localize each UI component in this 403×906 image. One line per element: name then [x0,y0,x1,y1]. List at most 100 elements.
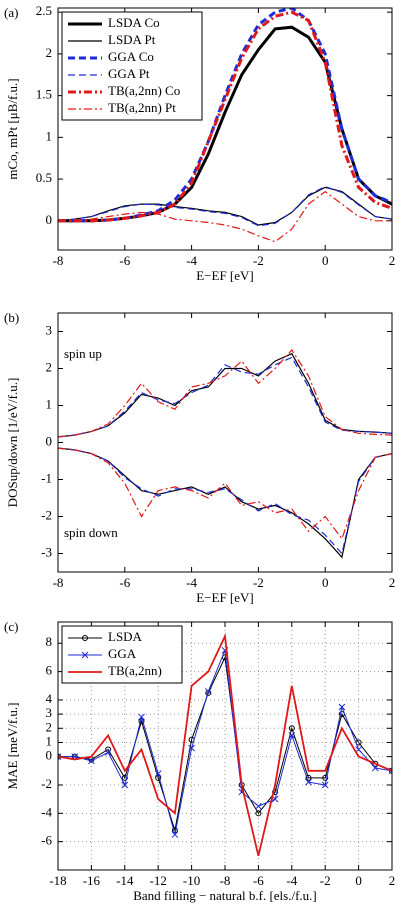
line [58,190,392,243]
axes-frame [57,312,393,573]
legend-label: TB(a,2nn) Pt [108,100,176,115]
panel: -8 -6 -4 -2 0 2 0 0.5 1 1.5 2 2.5 (a) E−EF [eV] mCo, m… [4,3,395,283]
legend-label: LSDA Co [108,15,160,30]
y-tick-label: 3 [46,705,53,720]
x-tick-label: -8 [220,873,231,888]
y-tick-label: 1 [46,128,53,143]
y-tick-label: -2 [41,776,52,791]
y-tick-label: 6 [46,663,53,678]
marker [388,767,392,775]
line [58,186,392,226]
y-tick-label: 1 [46,733,53,748]
y-tick-label: 2.5 [36,3,52,18]
x-axis-label: E−EF [eV] [196,268,254,283]
y-axis-label: MAE [meV/f.u.] [5,702,20,789]
x-tick-label: -6 [119,253,130,268]
panel: -18 -16 -14 -12 -10 -8 -6 -4 -2 0 2-6-4-20123468(c… [4,619,395,903]
line [58,349,392,438]
x-axis-label: E−EF [eV] [196,590,254,605]
x-tick-label: 0 [355,873,362,888]
legend-marker [82,635,88,641]
legend-label: TB(a,2nn) Co [108,83,180,98]
legend-label: LSDA [108,629,143,644]
series-group [58,349,392,559]
x-tick-label: -2 [253,575,264,590]
series-group [58,8,392,243]
legend-label: GGA [108,646,137,661]
x-tick-label: 2 [389,575,396,590]
y-tick-label: -2 [41,507,52,522]
line [58,632,392,857]
y-tick-label: 4 [46,691,53,706]
y-tick-label: -6 [41,833,52,848]
marker [88,757,95,765]
marker [288,725,295,732]
legend-label: GGA Pt [108,66,150,81]
marker [255,810,262,817]
y-tick-label: 2 [46,45,53,60]
marker [138,713,145,721]
marker [121,781,129,789]
panel-label: (c) [4,619,18,634]
marker [121,774,128,781]
marker [322,774,329,781]
x-tick-label: -2 [253,253,264,268]
plot-area [58,313,392,572]
y-tick-label: 0 [46,748,53,763]
x-tick-label: -14 [116,873,134,888]
y-tick-label: 8 [46,634,53,649]
x-axis-label: Band filling − natural b.f. [els./f.u.] [133,888,317,903]
x-tick-label: 2 [389,873,396,888]
marker [154,770,162,777]
legend-box [61,11,203,121]
y-tick-label: -3 [41,544,52,559]
y-tick-label: 2 [46,359,53,374]
marker [338,703,346,711]
x-tick-label: -8 [53,575,64,590]
y-tick-label: -4 [41,804,52,819]
marker [371,764,379,772]
y-tick-label: 3 [46,322,53,337]
y-tick-label: 1.5 [36,87,52,102]
panel-label: (a) [4,5,18,20]
x-tick-label: -6 [253,873,264,888]
annotation: spin down [64,525,118,540]
x-tick-label: -8 [53,253,64,268]
marker [104,749,112,756]
x-tick-label: -18 [49,873,66,888]
x-tick-label: -4 [286,873,297,888]
y-tick-label: -1 [41,470,52,485]
panel-label: (b) [4,310,19,325]
marker [204,688,212,695]
legend-label: LSDA Pt [108,32,156,47]
x-tick-label: 0 [322,253,329,268]
marker [321,781,329,789]
legend-label: GGA Co [108,49,154,64]
axes-frame [57,621,393,871]
x-tick-label: -16 [83,873,101,888]
x-tick-label: -6 [119,575,130,590]
marker [188,744,195,752]
x-tick-label: -10 [183,873,200,888]
legend-label: TB(a,2nn) [108,663,162,678]
y-axis-label: mCo, mPt [μB/f.u.] [5,78,20,179]
marker [305,778,312,786]
x-tick-label: 2 [389,253,396,268]
axes-frame [57,7,393,251]
y-tick-label: 0 [46,433,53,448]
y-tick-label: 1 [46,396,53,411]
line [58,356,392,438]
y-tick-label: 2 [46,719,53,734]
x-tick-label: -2 [320,873,331,888]
line [58,185,392,227]
marker [305,774,312,781]
line [58,447,392,555]
x-tick-label: -4 [186,575,197,590]
line [58,447,392,540]
line [58,10,392,223]
legend-marker [81,651,89,659]
y-tick-label: 0 [46,212,53,227]
x-tick-label: 0 [322,575,329,590]
